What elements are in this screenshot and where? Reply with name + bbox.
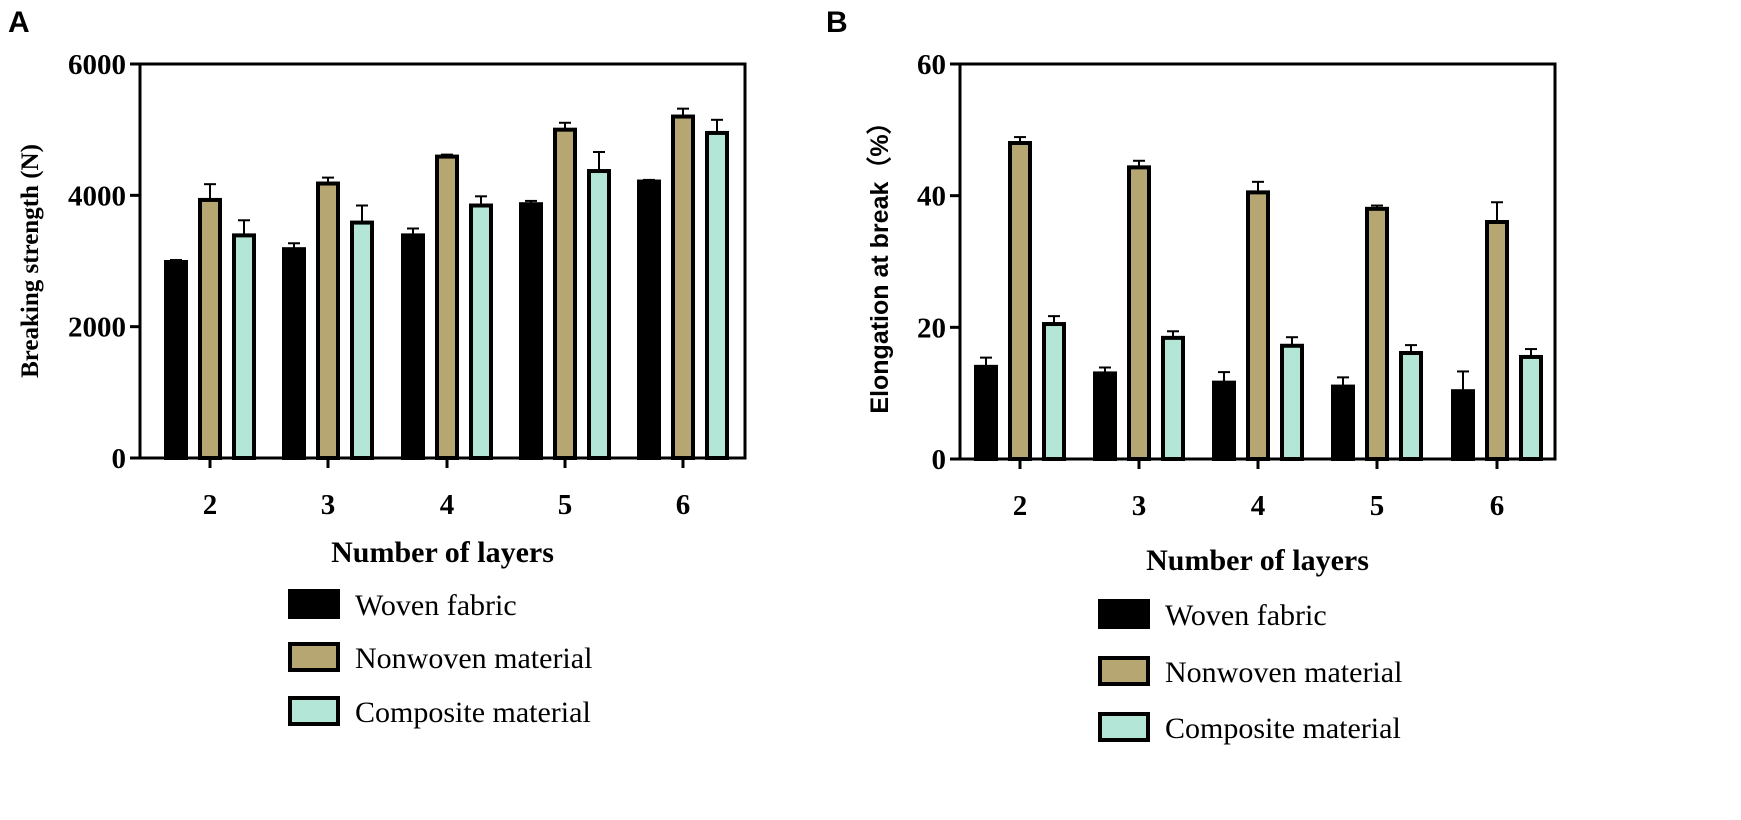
bar-nonwoven-material xyxy=(553,127,577,461)
y-tick-label: 40 xyxy=(917,181,946,213)
legend-swatch xyxy=(1098,656,1150,686)
x-axis-label: Number of layers xyxy=(1146,544,1369,577)
y-axis-label: Breaking strength (N) xyxy=(17,144,44,378)
legend-label: Woven fabric xyxy=(355,589,517,622)
y-axis-label: Elongation at break（%） xyxy=(865,109,894,413)
bar-nonwoven-material xyxy=(435,154,459,460)
legend-swatch xyxy=(1098,599,1150,629)
legend-swatch xyxy=(288,642,340,672)
x-tick-label: 2 xyxy=(203,489,218,521)
legend-label: Nonwoven material xyxy=(1165,656,1402,689)
bar-woven-fabric xyxy=(1451,389,1475,462)
y-tick-label: 20 xyxy=(917,312,946,344)
panel-label: A xyxy=(8,6,30,39)
bar-woven-fabric xyxy=(1212,380,1236,461)
x-axis-label: Number of layers xyxy=(331,536,554,569)
bar-woven-fabric xyxy=(519,202,543,460)
bar-nonwoven-material xyxy=(316,181,340,460)
legend-swatch xyxy=(1098,712,1150,742)
bar-woven-fabric xyxy=(637,179,661,460)
legend-label: Composite material xyxy=(355,696,591,729)
x-tick-label: 3 xyxy=(1132,490,1147,522)
bar-nonwoven-material xyxy=(1485,220,1509,461)
chart-panel-b: B 0 20 40 60 2 3 4 5 6 Elongation at break（%） Numbe… xyxy=(826,6,1557,745)
y-tick-label: 60 xyxy=(917,49,946,81)
x-tick-label: 3 xyxy=(321,489,336,521)
bar-composite-material xyxy=(232,233,256,460)
panel-label: B xyxy=(826,6,848,39)
bar-nonwoven-material xyxy=(1365,206,1389,461)
bar-composite-material xyxy=(705,130,729,460)
bar-composite-material xyxy=(1519,354,1543,462)
bar-nonwoven-material xyxy=(671,114,695,461)
bar-composite-material xyxy=(587,169,611,461)
bar-composite-material xyxy=(1042,322,1066,461)
bar-composite-material xyxy=(350,220,374,460)
bar-composite-material xyxy=(469,203,493,460)
chart-panel-a: A 0 2000 4000 6000 2 3 4 5 6 Breaking strength (N)… xyxy=(8,6,747,729)
x-tick-label: 6 xyxy=(676,489,691,521)
bar-composite-material xyxy=(1161,335,1185,461)
bar-composite-material xyxy=(1399,351,1423,461)
y-tick-label: 6000 xyxy=(68,49,126,81)
bar-nonwoven-material xyxy=(1127,165,1151,461)
bar-woven-fabric xyxy=(1093,371,1117,461)
x-tick-label: 5 xyxy=(1370,490,1385,522)
bar-nonwoven-material xyxy=(1246,190,1270,461)
bar-woven-fabric xyxy=(1331,384,1355,462)
legend-label: Woven fabric xyxy=(1165,599,1327,632)
bar-woven-fabric xyxy=(164,259,188,460)
bar-nonwoven-material xyxy=(198,197,222,460)
bar-nonwoven-material xyxy=(1008,141,1032,461)
y-tick-label: 0 xyxy=(112,443,127,475)
x-tick-label: 4 xyxy=(440,489,455,521)
legend-swatch xyxy=(288,696,340,726)
x-tick-label: 2 xyxy=(1013,490,1028,522)
bar-woven-fabric xyxy=(974,364,998,462)
legend-label: Composite material xyxy=(1165,712,1401,745)
bar-woven-fabric xyxy=(401,233,425,460)
x-tick-label: 5 xyxy=(558,489,573,521)
y-tick-label: 0 xyxy=(932,444,947,476)
x-tick-label: 4 xyxy=(1251,490,1266,522)
y-tick-label: 4000 xyxy=(68,180,126,212)
legend-swatch xyxy=(288,589,340,619)
x-tick-label: 6 xyxy=(1490,490,1505,522)
bar-composite-material xyxy=(1280,343,1304,461)
y-tick-label: 2000 xyxy=(68,312,126,344)
bar-woven-fabric xyxy=(282,247,306,460)
legend-label: Nonwoven material xyxy=(355,642,592,675)
